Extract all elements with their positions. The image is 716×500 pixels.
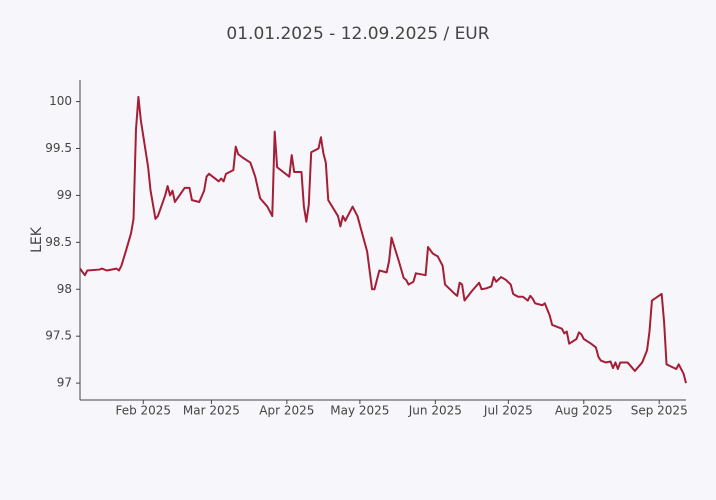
x-tick-label: Mar 2025 <box>183 404 240 418</box>
y-tick-label: 99 <box>57 188 72 202</box>
chart-title: 01.01.2025 - 12.09.2025 / EUR <box>226 24 489 44</box>
x-tick-label: Aug 2025 <box>555 404 613 418</box>
x-tick-label: Jul 2025 <box>483 404 533 418</box>
y-tick-label: 99.5 <box>45 141 72 155</box>
line-series <box>79 95 687 384</box>
y-axis-label: LEK <box>29 226 45 253</box>
x-tick-label: Sep 2025 <box>631 404 688 418</box>
y-tick-label: 98 <box>57 282 72 296</box>
y-tick-label: 98.5 <box>45 235 72 249</box>
x-tick-label: May 2025 <box>330 404 389 418</box>
y-tick-label: 97 <box>57 376 72 390</box>
x-tick-label: Apr 2025 <box>259 404 314 418</box>
x-tick-label: Feb 2025 <box>115 404 171 418</box>
x-tick-label: Jun 2025 <box>408 404 462 418</box>
y-tick-label: 100 <box>49 94 72 108</box>
y-tick-label: 97.5 <box>45 329 72 343</box>
